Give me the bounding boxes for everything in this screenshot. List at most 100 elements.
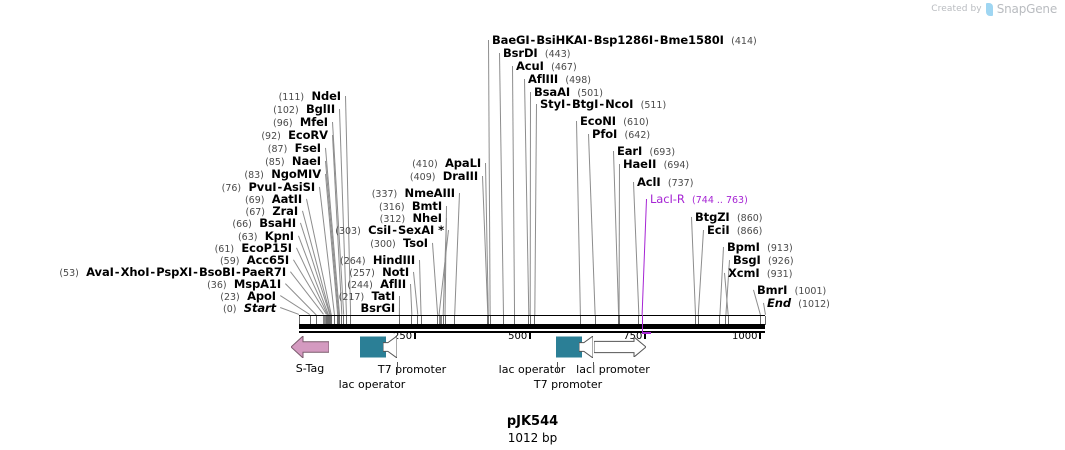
enzyme-name: BsrDI [503, 46, 538, 60]
enzyme-name: EcoNI [580, 114, 616, 128]
enzyme-label[interactable]: EarI (693) [617, 145, 675, 158]
enzyme-label[interactable]: (102) BglII [0, 103, 335, 116]
restriction-site-tick [765, 316, 766, 325]
restriction-site-tick [338, 316, 340, 325]
enzyme-label[interactable]: (244) AflII [0, 278, 406, 291]
enzyme-label[interactable]: BsrGI [0, 302, 396, 314]
enzyme-label[interactable]: EcoNI (610) [580, 114, 649, 128]
enzyme-label[interactable]: (59) Acc65I [0, 254, 289, 267]
enzyme-label[interactable]: (83) NgoMIV [0, 167, 321, 181]
enzyme-name: MfeI [299, 115, 328, 129]
feature-t7prom-1[interactable] [382, 335, 398, 359]
restriction-site-tick [411, 316, 413, 325]
restriction-site-tick [299, 316, 300, 325]
enzyme-position: (860) [736, 213, 763, 224]
restriction-site-tick [444, 316, 446, 325]
restriction-site-tick [345, 316, 347, 325]
enzyme-label[interactable]: PfoI (642) [592, 128, 650, 141]
enzyme-position: (244) [347, 280, 373, 291]
enzyme-label[interactable]: BmrI (1001) [757, 284, 827, 297]
enzyme-label[interactable]: AcuI (467) [516, 60, 577, 73]
enzyme-name: BsgI [733, 253, 761, 267]
enzyme-leader-line [524, 78, 530, 315]
enzyme-label[interactable]: (36) MspA1I [0, 277, 281, 291]
enzyme-label[interactable]: (0) Start [0, 302, 276, 315]
enzyme-label[interactable]: (63) KpnI [0, 230, 294, 243]
enzyme-label[interactable]: (23) ApoI [0, 290, 276, 303]
restriction-site-tick [337, 316, 339, 325]
enzyme-name: BsoBI [198, 265, 235, 279]
enzyme-label[interactable]: End (1012) [767, 297, 830, 310]
feature-label: S-Tag [295, 362, 325, 375]
restriction-site-tick [697, 316, 699, 325]
enzyme-label[interactable]: (92) EcoRV [0, 129, 328, 142]
enzyme-label[interactable]: (66) BsaHI [0, 217, 296, 230]
enzyme-name: EciI [707, 223, 730, 237]
enzyme-label[interactable]: (337) NmeAIII [0, 187, 455, 200]
enzyme-name: BtgI [571, 97, 599, 111]
feature-stag[interactable] [290, 334, 330, 360]
enzyme-label[interactable]: (61) EcoP15I [0, 242, 293, 255]
enzyme-name: NheI [412, 211, 443, 225]
enzyme-name: Bme1580I [659, 33, 724, 47]
enzyme-label[interactable]: (303) CsiI-SexAI * [0, 224, 444, 237]
enzyme-position: (409) [409, 172, 436, 183]
enzyme-name: LacI-R [650, 192, 685, 206]
feature-laciprom[interactable] [593, 335, 647, 359]
enzyme-label[interactable]: (257) NotI [0, 266, 409, 279]
enzyme-label[interactable]: AclI (737) [637, 176, 693, 189]
laci-r-feature-marker[interactable] [641, 315, 644, 333]
enzyme-label[interactable]: (96) MfeI [0, 115, 328, 129]
enzyme-separator: - [193, 265, 198, 279]
enzyme-label[interactable]: (410) ApaLI [0, 157, 481, 170]
enzyme-label[interactable]: (85) NaeI [0, 155, 321, 168]
enzyme-label[interactable]: (409) DraIII [0, 169, 478, 183]
enzyme-label[interactable]: (264) HindIII [0, 254, 415, 267]
restriction-site-tick [327, 316, 329, 325]
enzyme-leader-line [633, 181, 640, 315]
enzyme-label[interactable]: (53) AvaI-XhoI-PspXI-BsoBI-PaeR7I [0, 265, 286, 279]
enzyme-leader-line [763, 302, 766, 315]
enzyme-label[interactable]: BsgI (926) [733, 253, 794, 267]
enzyme-label[interactable]: BtgZI (860) [695, 211, 763, 224]
enzyme-name: FseI [294, 141, 321, 155]
enzyme-separator: - [236, 265, 241, 279]
enzyme-label[interactable]: StyI-BtgI-NcoI (511) [540, 97, 667, 111]
enzyme-label[interactable]: (76) PvuI-AsiSI [0, 181, 315, 194]
enzyme-label[interactable]: AflIII (498) [528, 73, 591, 86]
enzyme-label[interactable]: (67) ZraI [0, 205, 299, 218]
enzyme-label[interactable]: (300) TsoI [0, 237, 428, 250]
enzyme-label[interactable]: BaeGI-BsiHKAI-Bsp1286I-Bme1580I (414) [492, 33, 757, 47]
enzyme-name: NgoMIV [271, 167, 321, 181]
feature-label: lacI promoter [576, 363, 650, 376]
enzyme-name: MspA1I [233, 277, 281, 291]
enzyme-label[interactable]: EciI (866) [707, 223, 762, 237]
enzyme-separator: - [587, 33, 593, 47]
ruler-tick [414, 331, 416, 339]
enzyme-position: (511) [640, 100, 667, 111]
enzyme-label[interactable]: (69) AatII [0, 193, 302, 206]
enzyme-label[interactable]: (217) TatI [0, 290, 395, 303]
restriction-site-tick [326, 316, 328, 325]
enzyme-label[interactable]: (87) FseI [0, 141, 321, 155]
enzyme-position: (414) [731, 36, 757, 47]
enzyme-position: (66) [232, 219, 252, 230]
snapgene-brand: SnapGene [996, 2, 1057, 16]
enzyme-label[interactable]: (111) NdeI [0, 90, 342, 103]
enzyme-position: (67) [245, 207, 266, 218]
enzyme-label[interactable]: HaeII (694) [623, 158, 689, 171]
enzyme-label[interactable]: (316) BmtI [0, 200, 442, 213]
feature-t7prom-2[interactable] [578, 335, 594, 359]
enzyme-label[interactable]: XcmI (931) [728, 267, 792, 280]
enzyme-position: (498) [565, 75, 591, 86]
enzyme-position: (83) [244, 170, 264, 181]
enzyme-label[interactable]: LacI-R (744 .. 763) [650, 192, 748, 206]
enzyme-label[interactable]: BsrDI (443) [503, 46, 570, 60]
ruler-tick [529, 331, 531, 339]
enzyme-position: (303) [335, 226, 361, 237]
enzyme-label[interactable]: BsaAI (501) [534, 86, 603, 99]
enzyme-name: DraIII [442, 169, 478, 183]
enzyme-label[interactable]: (312) NheI [0, 211, 443, 225]
enzyme-label[interactable]: BpmI (913) [727, 241, 793, 254]
enzyme-position: (1001) [794, 286, 827, 297]
